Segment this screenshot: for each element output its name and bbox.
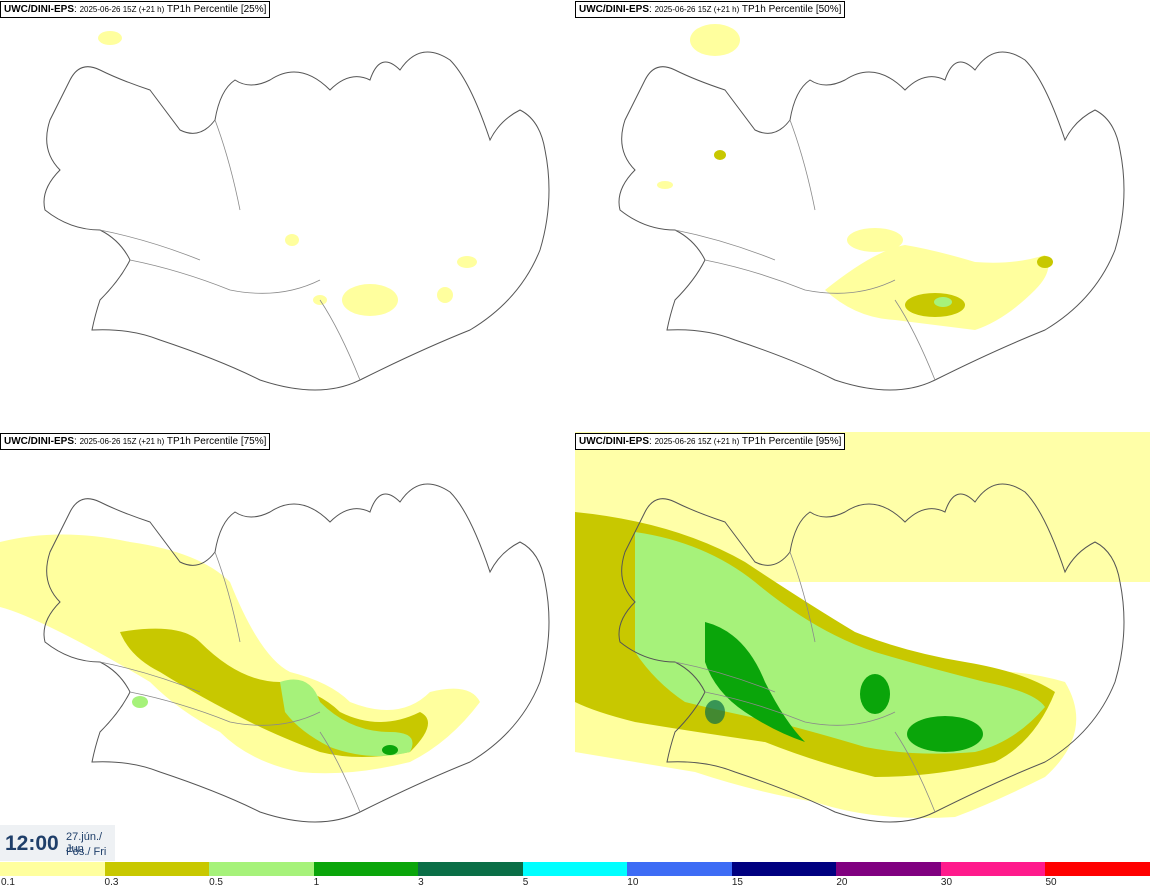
legend-label: 10: [627, 877, 639, 888]
legend-label: 0.5: [209, 877, 223, 888]
map-panel-p75: UWC/DINI-EPS: 2025-06-26 15Z (+21 h) TP1…: [0, 432, 575, 862]
legend-swatch: [1045, 862, 1150, 876]
legend-swatch: [627, 862, 733, 876]
legend-swatch: [418, 862, 524, 876]
legend-swatch: [836, 862, 942, 876]
legend-swatch: [104, 862, 210, 876]
valid-weekday: Fös./ Fri: [66, 846, 107, 858]
panel-title: UWC/DINI-EPS: 2025-06-26 15Z (+21 h) TP1…: [0, 1, 271, 18]
map-panel-p25: UWC/DINI-EPS: 2025-06-26 15Z (+21 h) TP1…: [0, 0, 575, 430]
panel-title: UWC/DINI-EPS: 2025-06-26 15Z (+21 h) TP1…: [575, 433, 846, 450]
legend-label: 3: [418, 877, 424, 888]
panel-title: UWC/DINI-EPS: 2025-06-26 15Z (+21 h) TP1…: [575, 1, 846, 18]
legend-label: 0.1: [1, 877, 15, 888]
legend-swatch: [209, 862, 315, 876]
valid-time-box: 12:00 27.jún./ Jun Fös./ Fri: [0, 825, 115, 861]
panel-title: UWC/DINI-EPS: 2025-06-26 15Z (+21 h) TP1…: [0, 433, 271, 450]
legend-label: 5: [522, 877, 529, 888]
map-panel-p95: UWC/DINI-EPS: 2025-06-26 15Z (+21 h) TP1…: [575, 432, 1150, 862]
legend-swatch: [731, 862, 837, 876]
map-panel-p50: UWC/DINI-EPS: 2025-06-26 15Z (+21 h) TP1…: [575, 0, 1150, 430]
legend-label: 30: [940, 877, 953, 888]
legend-swatch: [0, 862, 105, 876]
precip-field: [657, 24, 1053, 330]
precip-field: [575, 432, 1150, 818]
precip-map: [575, 432, 1150, 823]
precip-map: [618, 24, 1125, 391]
legend-label: 15: [731, 877, 743, 888]
legend-label: 20: [836, 877, 848, 888]
legend-swatch: [522, 862, 628, 876]
precip-map: [43, 31, 550, 391]
valid-date: 27.jún./ Jun: [66, 831, 103, 855]
legend-swatch: [313, 862, 419, 876]
color-legend: 0.1 0.3 0.5 1 3 5 10 15 20 30 50: [0, 862, 1150, 891]
precip-field: [98, 31, 477, 316]
precip-map: [0, 483, 550, 823]
valid-time: 12:00: [5, 832, 59, 855]
legend-swatch: [940, 862, 1046, 876]
legend-label: 0.3: [104, 877, 119, 888]
legend-label: 50: [1045, 877, 1057, 888]
precip-field: [0, 534, 480, 774]
legend-label: 1: [313, 877, 320, 888]
